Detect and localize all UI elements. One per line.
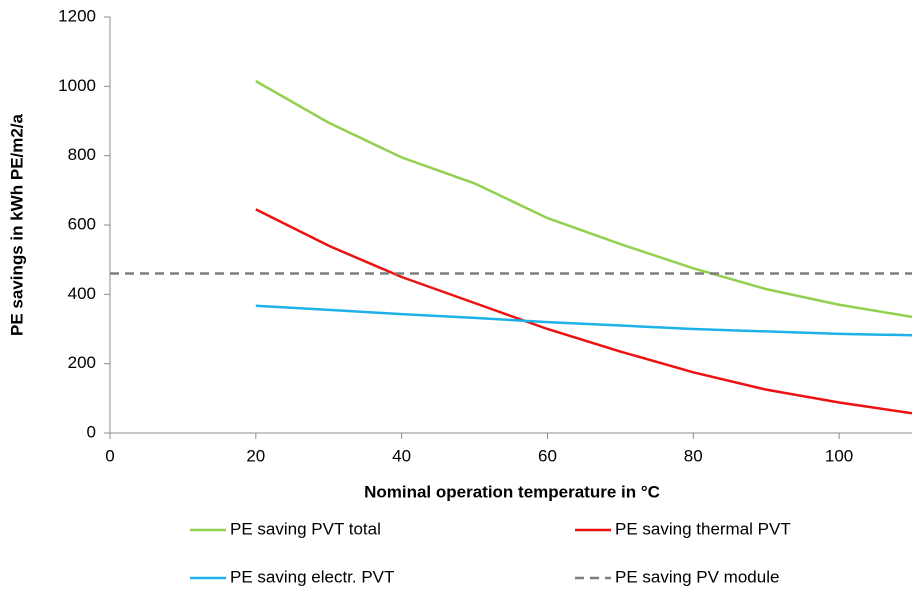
- legend-label: PE saving PVT total: [230, 519, 381, 538]
- series-line: [255, 80, 912, 319]
- legend-label: PE saving PV module: [615, 567, 779, 586]
- y-tick-label: 600: [68, 214, 96, 233]
- y-tick-label: 1000: [58, 76, 96, 95]
- legend-label: PE saving thermal PVT: [615, 519, 791, 538]
- legend-label: PE saving electr. PVT: [230, 567, 394, 586]
- series-line: [255, 304, 912, 337]
- x-tick-label: 60: [538, 446, 557, 465]
- y-tick-label: 800: [68, 145, 96, 164]
- x-tick-label: 20: [246, 446, 265, 465]
- x-tick-label: 40: [392, 446, 411, 465]
- y-tick-label: 200: [68, 353, 96, 372]
- x-tick-label: 0: [105, 446, 114, 465]
- x-axis-title: Nominal operation temperature in °C: [364, 482, 660, 501]
- y-tick-label: 0: [87, 422, 96, 441]
- series-line: [255, 208, 912, 415]
- y-axis-title: PE savings in kWh PE/m2/a: [7, 113, 26, 336]
- x-tick-label: 80: [684, 446, 703, 465]
- y-tick-label: 1200: [58, 6, 96, 25]
- x-tick-label: 100: [825, 446, 853, 465]
- y-tick-label: 400: [68, 284, 96, 303]
